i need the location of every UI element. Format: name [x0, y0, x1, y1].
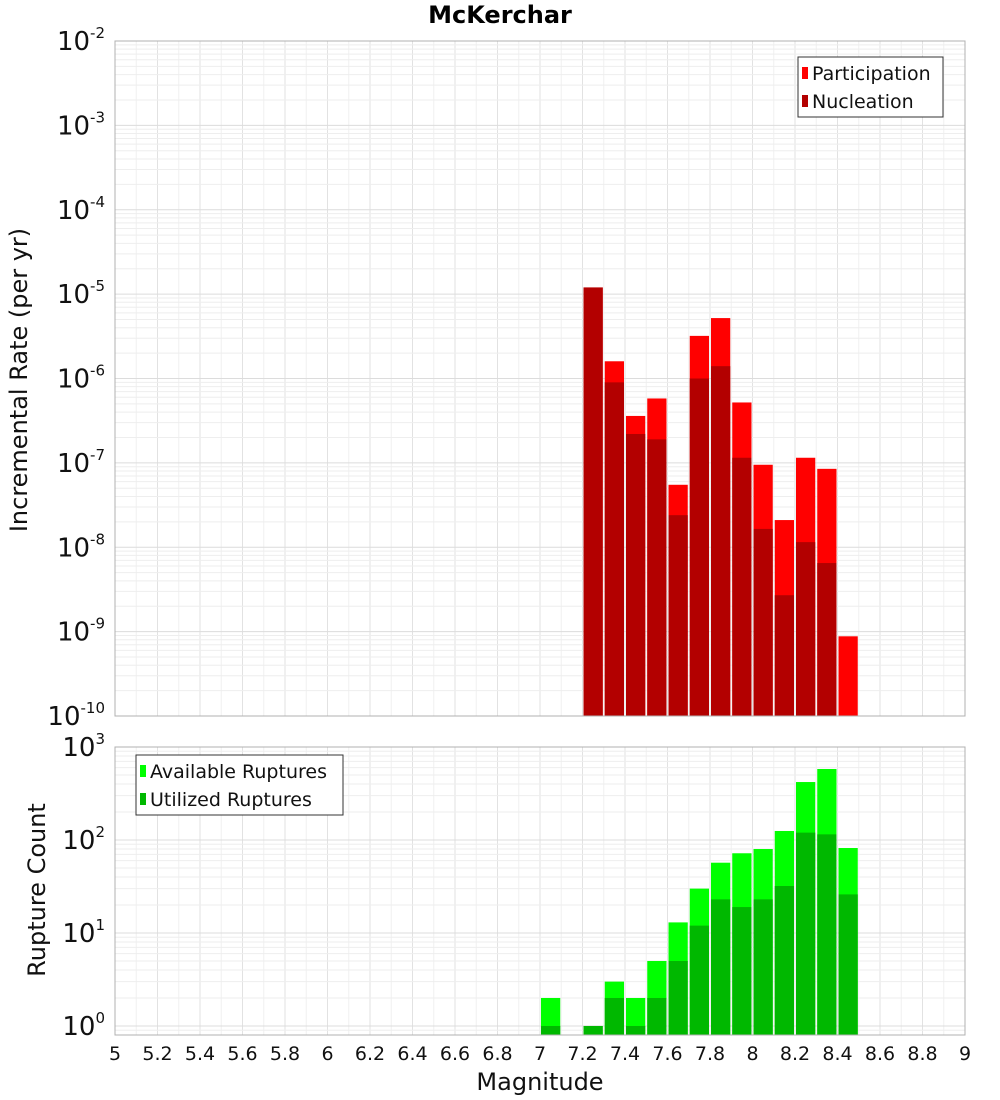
bottom-bar-series-2	[583, 1025, 603, 1035]
top-y-axis-label: Incremental Rate (per yr)	[5, 228, 33, 532]
bottom-y-axis-label: Rupture Count	[23, 803, 51, 977]
x-tick-label: 8.4	[822, 1043, 852, 1065]
bottom-legend-box	[135, 754, 344, 816]
x-tick-label: 6.8	[482, 1043, 512, 1065]
top-bar-series-2	[604, 382, 624, 716]
x-tick-label: 7.6	[652, 1043, 682, 1065]
top-bar-series-1	[838, 636, 858, 716]
x-tick-label: 6.4	[397, 1043, 427, 1065]
top-bar-series-2	[711, 366, 731, 716]
x-tick-label: 7.8	[695, 1043, 725, 1065]
x-tick-label: 7.2	[567, 1043, 597, 1065]
top-legend-box	[797, 56, 944, 118]
x-tick-label: 8.8	[907, 1043, 937, 1065]
top-y-tick-label: 10-4	[57, 193, 105, 226]
x-tick-label: 8.2	[780, 1043, 810, 1065]
top-y-tick-label: 10-9	[57, 615, 105, 648]
bottom-bar-series-2	[689, 925, 709, 1035]
bottom-plot-area: 100 101 102 103 Available Ruptures Utilized R…	[62, 730, 971, 1065]
top-y-tick-label: 10-2	[57, 24, 105, 57]
bottom-y-tick-label: 100	[62, 1009, 105, 1042]
bottom-bar-series-1	[626, 997, 646, 1035]
bottom-legend-label: Utilized Ruptures	[150, 789, 312, 811]
bottom-bar-series-2	[817, 834, 837, 1035]
x-tick-label: 7	[534, 1043, 546, 1065]
top-bar-series-2	[668, 515, 688, 716]
bottom-bar-series-1	[541, 997, 561, 1035]
bottom-bar-series-2	[774, 886, 794, 1035]
bottom-legend-swatch	[140, 793, 146, 805]
top-bar-series-2	[732, 457, 752, 716]
top-y-tick-label: 10-7	[57, 446, 105, 479]
bottom-bar-series-2	[647, 997, 667, 1035]
bottom-legend-label: Available Ruptures	[150, 761, 327, 783]
top-y-tick-label: 10-8	[57, 530, 105, 563]
bottom-legend-swatch	[140, 765, 146, 777]
top-plot-area: 10-10 10-9 10-8 10-7 10-6 10-5 10-4 10-3 10-2 Par…	[47, 24, 966, 732]
bottom-y-tick-label: 102	[62, 823, 105, 856]
x-axis-label: Magnitude	[476, 1068, 603, 1096]
top-legend: Participation Nucleation	[797, 56, 944, 118]
bottom-bar-series-2	[711, 899, 731, 1035]
bottom-bar-series-2	[604, 997, 624, 1035]
top-bar-series-2	[583, 287, 603, 716]
x-tick-label: 6	[321, 1043, 333, 1065]
bottom-y-tick-label: 103	[62, 730, 105, 763]
x-tick-label: 5.2	[142, 1043, 172, 1065]
x-tick-label: 5	[109, 1043, 121, 1065]
top-y-tick-label: 10-5	[57, 277, 105, 310]
top-bar-series-2	[774, 595, 794, 716]
top-bar-series-2	[647, 439, 667, 716]
chart-title: McKerchar	[428, 1, 572, 29]
top-plot-border	[114, 40, 966, 717]
top-legend-swatch	[802, 95, 808, 107]
x-tick-label: 7.4	[610, 1043, 640, 1065]
x-tick-label: 5.4	[185, 1043, 215, 1065]
bottom-y-tick-label: 101	[62, 916, 105, 949]
top-bar-series-2	[817, 563, 837, 716]
x-tick-label: 6.6	[440, 1043, 470, 1065]
top-legend-label: Participation	[812, 63, 931, 85]
top-y-tick-label: 10-10	[47, 699, 105, 732]
bottom-bar-series-2	[753, 899, 773, 1035]
x-tick-label: 8.6	[865, 1043, 895, 1065]
x-tick-label: 8	[746, 1043, 758, 1065]
bottom-bar-series-2	[838, 894, 858, 1035]
top-bar-series-2	[796, 542, 816, 716]
x-tick-label: 6.2	[355, 1043, 385, 1065]
top-bar-series-2	[753, 528, 773, 716]
top-legend-label: Nucleation	[812, 91, 914, 113]
x-tick-label: 5.8	[270, 1043, 300, 1065]
bottom-plot-border	[114, 746, 966, 1036]
bottom-bar-series-2	[626, 1025, 646, 1035]
bottom-bar-series-2	[668, 960, 688, 1035]
top-bar-series-2	[689, 378, 709, 716]
bottom-bar-series-2	[732, 907, 752, 1035]
bottom-legend: Available Ruptures Utilized Ruptures	[135, 754, 344, 816]
top-legend-swatch	[802, 67, 808, 79]
x-tick-label: 5.6	[227, 1043, 257, 1065]
bottom-bar-series-2	[541, 1025, 561, 1035]
x-tick-label: 9	[959, 1043, 971, 1065]
top-y-tick-label: 10-6	[57, 362, 105, 395]
top-y-tick-label: 10-3	[57, 108, 105, 141]
top-bar-series-2	[626, 433, 646, 716]
bottom-bar-series-2	[796, 832, 816, 1035]
